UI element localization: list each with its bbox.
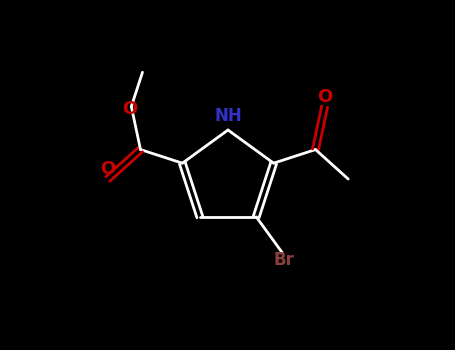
Text: O: O [122,99,137,118]
Text: NH: NH [214,107,242,125]
Text: Br: Br [273,251,294,270]
Text: O: O [317,88,332,106]
Text: O: O [100,160,116,178]
